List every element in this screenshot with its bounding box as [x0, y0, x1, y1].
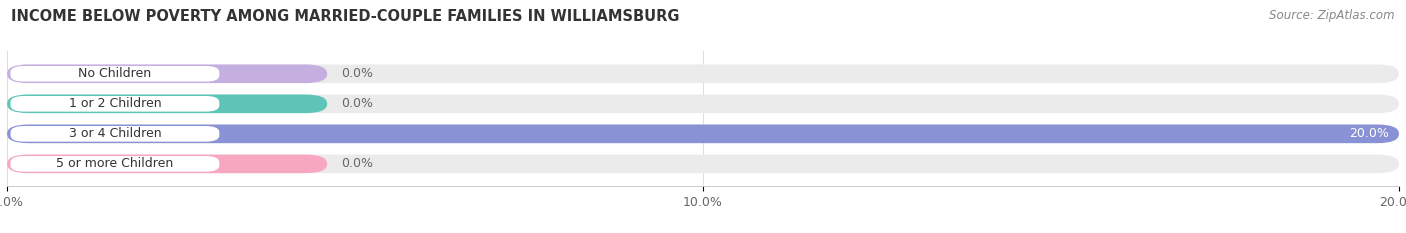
- Text: Source: ZipAtlas.com: Source: ZipAtlas.com: [1270, 9, 1395, 22]
- Text: 0.0%: 0.0%: [342, 97, 373, 110]
- Text: 1 or 2 Children: 1 or 2 Children: [69, 97, 162, 110]
- FancyBboxPatch shape: [7, 95, 328, 113]
- FancyBboxPatch shape: [7, 154, 328, 173]
- FancyBboxPatch shape: [7, 154, 1399, 173]
- FancyBboxPatch shape: [7, 95, 1399, 113]
- Text: No Children: No Children: [79, 67, 152, 80]
- FancyBboxPatch shape: [7, 65, 1399, 83]
- FancyBboxPatch shape: [7, 65, 328, 83]
- Text: 5 or more Children: 5 or more Children: [56, 157, 173, 170]
- Text: 0.0%: 0.0%: [342, 67, 373, 80]
- FancyBboxPatch shape: [10, 96, 219, 112]
- Text: 0.0%: 0.0%: [342, 157, 373, 170]
- FancyBboxPatch shape: [10, 156, 219, 172]
- FancyBboxPatch shape: [7, 124, 1399, 143]
- Text: INCOME BELOW POVERTY AMONG MARRIED-COUPLE FAMILIES IN WILLIAMSBURG: INCOME BELOW POVERTY AMONG MARRIED-COUPL…: [11, 9, 679, 24]
- Text: 20.0%: 20.0%: [1348, 127, 1389, 140]
- FancyBboxPatch shape: [7, 124, 1399, 143]
- FancyBboxPatch shape: [10, 66, 219, 82]
- FancyBboxPatch shape: [10, 126, 219, 142]
- Text: 3 or 4 Children: 3 or 4 Children: [69, 127, 162, 140]
